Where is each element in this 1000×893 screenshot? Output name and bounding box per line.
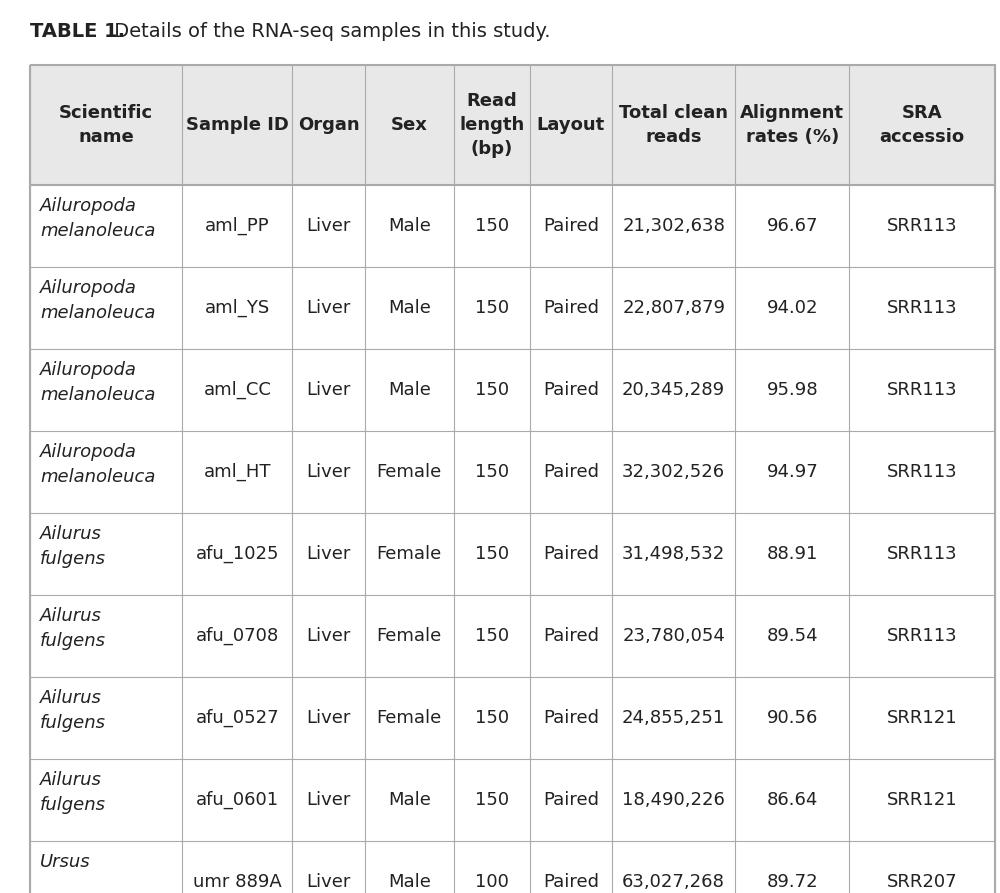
Text: Paired: Paired (543, 299, 599, 317)
Text: SRR113: SRR113 (887, 381, 957, 399)
Text: Ailurus
fulgens: Ailurus fulgens (40, 607, 106, 650)
Text: Paired: Paired (543, 217, 599, 235)
Text: 21,302,638: 21,302,638 (622, 217, 725, 235)
Text: Organ: Organ (298, 116, 359, 134)
Text: 150: 150 (475, 381, 509, 399)
Text: SRR113: SRR113 (887, 299, 957, 317)
Text: 150: 150 (475, 217, 509, 235)
Text: Male: Male (388, 873, 431, 891)
Text: SRR113: SRR113 (887, 217, 957, 235)
Text: 150: 150 (475, 545, 509, 563)
Text: Alignment
rates (%): Alignment rates (%) (740, 104, 844, 146)
Text: SRR113: SRR113 (887, 627, 957, 645)
Text: afu_0601: afu_0601 (196, 791, 279, 809)
Text: umr 889A: umr 889A (193, 873, 282, 891)
Text: 24,855,251: 24,855,251 (622, 709, 725, 727)
Text: Liver: Liver (306, 381, 351, 399)
Text: Male: Male (388, 791, 431, 809)
Text: 88.91: 88.91 (767, 545, 818, 563)
Text: 150: 150 (475, 627, 509, 645)
Text: 150: 150 (475, 709, 509, 727)
Text: Ailurus
fulgens: Ailurus fulgens (40, 689, 106, 732)
Text: 150: 150 (475, 791, 509, 809)
Bar (30, 65, 995, 185)
Text: Liver: Liver (306, 709, 351, 727)
Text: Female: Female (377, 463, 442, 481)
Text: 22,807,879: 22,807,879 (622, 299, 725, 317)
Text: Sample ID: Sample ID (186, 116, 289, 134)
Text: Liver: Liver (306, 791, 351, 809)
Text: 86.64: 86.64 (767, 791, 818, 809)
Text: 94.97: 94.97 (766, 463, 818, 481)
Text: aml_CC: aml_CC (204, 381, 271, 399)
Text: Female: Female (377, 545, 442, 563)
Text: Paired: Paired (543, 873, 599, 891)
Text: Ailuropoda
melanoleuca: Ailuropoda melanoleuca (40, 361, 155, 404)
Text: 95.98: 95.98 (767, 381, 818, 399)
Text: Ailurus
fulgens: Ailurus fulgens (40, 771, 106, 814)
Text: Ursus: Ursus (40, 853, 91, 871)
Text: SRA
accessio: SRA accessio (880, 104, 965, 146)
Text: 32,302,526: 32,302,526 (622, 463, 725, 481)
Text: 18,490,226: 18,490,226 (622, 791, 725, 809)
Text: 150: 150 (475, 463, 509, 481)
Text: Liver: Liver (306, 463, 351, 481)
Text: 63,027,268: 63,027,268 (622, 873, 725, 891)
Text: 96.67: 96.67 (767, 217, 818, 235)
Text: Female: Female (377, 627, 442, 645)
Text: 90.56: 90.56 (767, 709, 818, 727)
Text: Scientific
name: Scientific name (59, 104, 153, 146)
Text: Liver: Liver (306, 217, 351, 235)
Text: Liver: Liver (306, 299, 351, 317)
Text: Paired: Paired (543, 627, 599, 645)
Text: TABLE 1.: TABLE 1. (30, 22, 125, 41)
Text: Paired: Paired (543, 463, 599, 481)
Text: Sex: Sex (391, 116, 428, 134)
Text: afu_1025: afu_1025 (196, 545, 279, 563)
Text: Male: Male (388, 381, 431, 399)
Text: 31,498,532: 31,498,532 (622, 545, 725, 563)
Text: Female: Female (377, 709, 442, 727)
Text: Ailurus
fulgens: Ailurus fulgens (40, 525, 106, 568)
Text: Ailuropoda
melanoleuca: Ailuropoda melanoleuca (40, 279, 155, 322)
Text: 20,345,289: 20,345,289 (622, 381, 725, 399)
Text: Layout: Layout (537, 116, 605, 134)
Text: Male: Male (388, 217, 431, 235)
Text: Paired: Paired (543, 709, 599, 727)
Text: Liver: Liver (306, 873, 351, 891)
Text: 23,780,054: 23,780,054 (622, 627, 725, 645)
Text: Total clean
reads: Total clean reads (619, 104, 728, 146)
Text: SRR121: SRR121 (887, 791, 957, 809)
Text: Paired: Paired (543, 545, 599, 563)
Text: Paired: Paired (543, 381, 599, 399)
Text: 150: 150 (475, 299, 509, 317)
Text: Details of the RNA-seq samples in this study.: Details of the RNA-seq samples in this s… (108, 22, 550, 41)
Text: Ailuropoda
melanoleuca: Ailuropoda melanoleuca (40, 443, 155, 486)
Text: Liver: Liver (306, 545, 351, 563)
Text: aml_PP: aml_PP (205, 217, 270, 235)
Text: SRR207: SRR207 (887, 873, 957, 891)
Text: 94.02: 94.02 (767, 299, 818, 317)
Text: 89.72: 89.72 (767, 873, 818, 891)
Text: aml_YS: aml_YS (205, 299, 270, 317)
Text: SRR113: SRR113 (887, 545, 957, 563)
Text: afu_0708: afu_0708 (196, 627, 279, 645)
Text: Ailuropoda
melanoleuca: Ailuropoda melanoleuca (40, 197, 155, 240)
Text: aml_HT: aml_HT (204, 463, 271, 481)
Text: Liver: Liver (306, 627, 351, 645)
Text: SRR113: SRR113 (887, 463, 957, 481)
Text: 100: 100 (475, 873, 509, 891)
Text: Male: Male (388, 299, 431, 317)
Text: afu_0527: afu_0527 (196, 709, 279, 727)
Text: Paired: Paired (543, 791, 599, 809)
Text: 89.54: 89.54 (767, 627, 818, 645)
Text: SRR121: SRR121 (887, 709, 957, 727)
Text: Read
length
(bp): Read length (bp) (459, 92, 524, 157)
